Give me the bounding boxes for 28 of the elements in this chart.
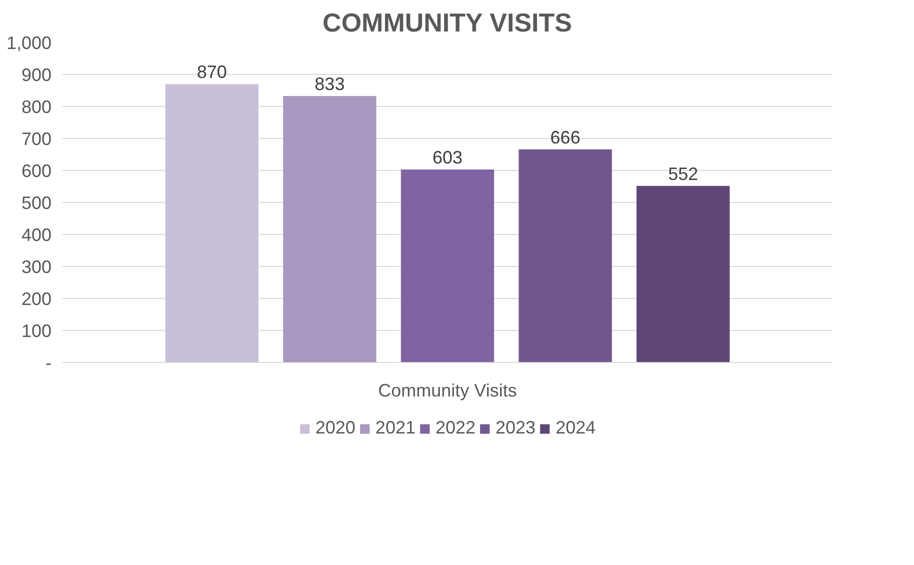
- y-tick-label: 300: [21, 257, 52, 277]
- legend-label: 2024: [556, 418, 596, 438]
- legend-label: 2023: [496, 418, 536, 438]
- data-label: 833: [314, 74, 345, 94]
- y-tick-label: 500: [21, 193, 52, 213]
- y-tick-label: 1,000: [6, 33, 52, 53]
- legend-label: 2021: [375, 418, 416, 438]
- bar: [283, 96, 376, 362]
- data-label: 666: [550, 127, 580, 148]
- y-tick-label: 800: [21, 97, 52, 117]
- bar: [400, 170, 494, 362]
- data-label: 552: [668, 164, 698, 184]
- y-tick-label: 200: [21, 289, 52, 309]
- y-tick-label: -: [46, 353, 52, 373]
- legend-label: 2020: [315, 418, 356, 438]
- x-tick-label: Community Visits: [378, 380, 517, 400]
- bar: [636, 186, 730, 362]
- y-tick-label: 400: [21, 225, 52, 245]
- legend-label: 2022: [435, 418, 476, 438]
- data-label: 870: [196, 62, 227, 82]
- chart-title: COMMUNITY VISITS: [322, 8, 572, 38]
- bar: [518, 149, 612, 362]
- y-tick-label: 600: [21, 161, 52, 181]
- bar: [165, 84, 258, 362]
- y-tick-label: 900: [21, 65, 52, 85]
- data-label: 603: [432, 148, 463, 168]
- y-tick-label: 100: [21, 321, 52, 341]
- y-tick-label: 700: [21, 129, 52, 149]
